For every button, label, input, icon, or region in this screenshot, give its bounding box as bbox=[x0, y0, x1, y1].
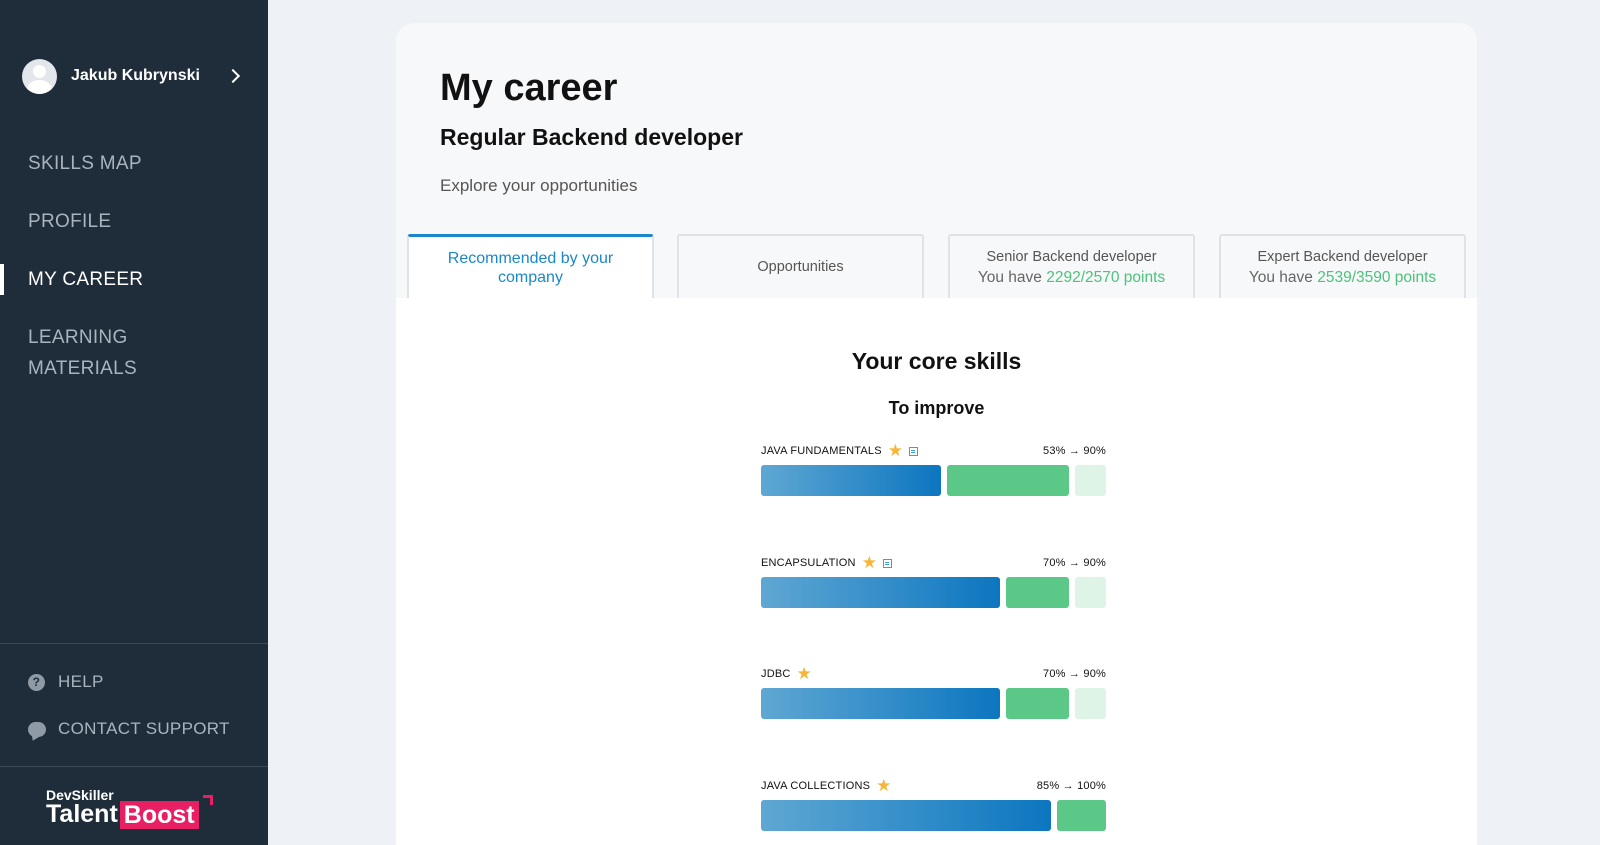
skill-item[interactable]: ENCAPSULATION ★ 70% → 90% bbox=[761, 554, 1106, 608]
gap-to-target-bar bbox=[1006, 577, 1069, 608]
tab-points-text: You have 2539/3590 points bbox=[1248, 268, 1437, 286]
tab-recommended[interactable]: Recommended by your company bbox=[407, 234, 654, 298]
section-title: Your core skills bbox=[851, 348, 1022, 374]
remaining-bar bbox=[1075, 577, 1106, 608]
remaining-bar bbox=[1075, 688, 1106, 719]
skill-item[interactable]: JAVA FUNDAMENTALS ★ 53% → 90% bbox=[761, 442, 1106, 496]
learning-material-icon[interactable] bbox=[909, 446, 919, 456]
skill-progress-bar bbox=[761, 465, 1106, 496]
help-label: HELP bbox=[58, 672, 104, 691]
current-level-bar bbox=[761, 688, 1000, 719]
remaining-bar bbox=[1075, 465, 1106, 496]
sidebar-divider bbox=[0, 766, 268, 767]
current-level-bar bbox=[761, 465, 941, 496]
career-tabs: Recommended by your company Opportunitie… bbox=[407, 234, 1467, 320]
star-icon: ★ bbox=[876, 776, 892, 795]
chevron-right-icon bbox=[225, 68, 241, 84]
brand-logo[interactable]: DevSkiller Talent Boost bbox=[46, 787, 213, 829]
sidebar-nav: SKILLS MAP PROFILE MY CAREER LEARNING MA… bbox=[0, 148, 268, 411]
chat-icon bbox=[28, 721, 46, 737]
skill-progress-label: 70% → 90% bbox=[1043, 668, 1106, 680]
current-level-bar bbox=[761, 800, 1051, 831]
skill-name: JAVA FUNDAMENTALS bbox=[761, 445, 882, 457]
help-icon: ? bbox=[28, 673, 45, 691]
contact-support-link[interactable]: CONTACT SUPPORT bbox=[28, 719, 258, 739]
skill-progress-bar bbox=[761, 800, 1106, 831]
skill-progress-bar bbox=[761, 688, 1106, 719]
skill-progress-bar bbox=[761, 577, 1106, 608]
contact-support-label: CONTACT SUPPORT bbox=[58, 719, 230, 738]
tab-label: Senior Backend developer bbox=[986, 248, 1157, 265]
star-icon: ★ bbox=[887, 441, 904, 460]
skill-name: JAVA COLLECTIONS bbox=[761, 780, 871, 792]
tab-label: Recommended by your company bbox=[447, 249, 614, 286]
skill-progress-label: 53% → 90% bbox=[1043, 445, 1106, 457]
skill-progress-label: 70% → 90% bbox=[1043, 557, 1106, 569]
sidebar-item-profile[interactable]: PROFILE bbox=[28, 211, 112, 232]
section-subtitle: To improve bbox=[888, 398, 985, 418]
star-icon: ★ bbox=[796, 664, 812, 683]
user-name: Jakub Kubrynski bbox=[71, 67, 200, 84]
core-skills-panel: Your core skills To improve JAVA FUNDAME… bbox=[396, 298, 1477, 845]
tab-label: Expert Backend developer bbox=[1257, 248, 1428, 265]
brand-arrow-icon bbox=[202, 795, 213, 805]
points-value: 2539/3590 points bbox=[1317, 268, 1437, 286]
sidebar: Jakub Kubrynski SKILLS MAP PROFILE MY CA… bbox=[0, 0, 268, 845]
gap-to-target-bar bbox=[1006, 688, 1069, 719]
tab-label: Opportunities bbox=[757, 258, 844, 275]
brand-boost: Boost bbox=[119, 800, 199, 829]
star-icon: ★ bbox=[861, 553, 878, 572]
brand-talent: Talent bbox=[46, 800, 118, 828]
sidebar-item-learning-materials[interactable]: LEARNING MATERIALS bbox=[28, 327, 137, 379]
avatar bbox=[22, 58, 57, 94]
help-link[interactable]: ? HELP bbox=[28, 672, 258, 692]
user-menu[interactable]: Jakub Kubrynski bbox=[22, 56, 252, 96]
brand-devskiller: DevSkiller bbox=[46, 787, 114, 803]
skill-name: JDBC bbox=[761, 668, 791, 680]
skill-progress-label: 85% → 100% bbox=[1036, 780, 1106, 792]
current-role: Regular Backend developer bbox=[440, 124, 743, 150]
tab-points-text: You have 2292/2570 points bbox=[977, 268, 1166, 286]
learning-material-icon[interactable] bbox=[883, 558, 893, 568]
tab-senior-backend[interactable]: Senior Backend developer You have 2292/2… bbox=[948, 234, 1195, 298]
sidebar-item-my-career[interactable]: MY CAREER bbox=[0, 264, 268, 295]
tab-expert-backend[interactable]: Expert Backend developer You have 2539/3… bbox=[1219, 234, 1466, 298]
gap-to-target-bar bbox=[947, 465, 1069, 496]
skill-item[interactable]: JDBC ★ 70% → 90% bbox=[761, 665, 1106, 719]
gap-to-target-bar bbox=[1057, 800, 1106, 831]
page-title: My career bbox=[440, 67, 618, 109]
career-card: My career Regular Backend developer Expl… bbox=[396, 23, 1477, 845]
points-value: 2292/2570 points bbox=[1046, 268, 1166, 286]
current-level-bar bbox=[761, 577, 1000, 608]
skill-name: ENCAPSULATION bbox=[761, 557, 856, 569]
sidebar-item-skills-map[interactable]: SKILLS MAP bbox=[28, 153, 142, 174]
sidebar-divider bbox=[0, 643, 268, 644]
page-subtitle: Explore your opportunities bbox=[440, 176, 638, 195]
tab-opportunities[interactable]: Opportunities bbox=[677, 234, 924, 298]
skill-item[interactable]: JAVA COLLECTIONS ★ 85% → 100% bbox=[761, 777, 1106, 831]
